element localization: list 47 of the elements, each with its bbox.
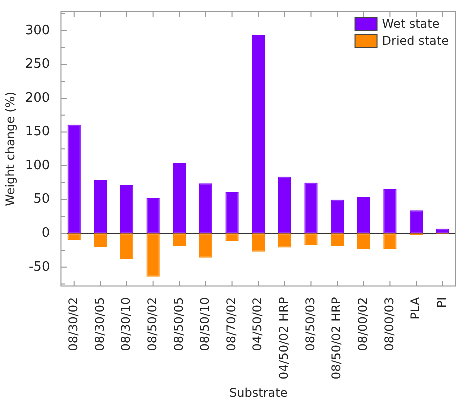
y-tick-label: 200: [25, 90, 50, 106]
bar: [436, 228, 450, 234]
bar: [120, 234, 134, 260]
x-tick-label: 08/50/02: [145, 297, 160, 352]
x-tick-label: PLA: [408, 296, 423, 320]
bar: [146, 198, 160, 234]
bar: [226, 192, 239, 234]
bar: [384, 189, 397, 234]
bar: [252, 34, 266, 234]
bar: [199, 234, 213, 258]
bar: [226, 234, 239, 242]
x-tick-label: 08/30/02: [66, 297, 80, 352]
y-tick-label: -50: [28, 260, 50, 275]
x-tick-label: 04/50/02 HRP: [277, 297, 292, 380]
x-tick-label: 08/50/03: [303, 297, 318, 352]
bar: [68, 234, 81, 240]
bar: [68, 124, 81, 234]
x-tick-label: 04/50/02: [250, 297, 265, 352]
bar: [357, 197, 370, 234]
x-tick-label: 08/50/10: [198, 297, 212, 352]
y-axis-title: Weight change (%): [3, 92, 18, 206]
x-tick-label: 08/50/02 HRP: [330, 297, 344, 380]
x-tick-label: 08/50/05: [172, 297, 186, 352]
x-axis-title: Substrate: [230, 386, 288, 400]
x-tick-label: 08/30/10: [119, 297, 134, 352]
bar: [173, 163, 186, 234]
bar: [94, 180, 108, 234]
y-tick-label: 50: [34, 192, 50, 208]
bar: [199, 184, 213, 234]
bar: [410, 210, 424, 234]
legend-label: Dried state: [382, 34, 450, 48]
bar: [304, 182, 318, 234]
bar: [120, 184, 134, 234]
y-tick-label: 0: [42, 226, 50, 241]
bar: [330, 200, 344, 234]
y-tick-label: 250: [25, 57, 50, 72]
x-tick-label: 08/70/02: [224, 297, 238, 352]
bar: [146, 234, 160, 277]
bar: [278, 176, 292, 234]
y-tick-label: 150: [25, 124, 50, 140]
x-tick-label: 08/30/05: [92, 297, 107, 352]
y-tick-label: 300: [25, 23, 50, 38]
x-tick-label: PI: [434, 297, 449, 308]
y-tick-label: 100: [25, 158, 50, 174]
legend-label: Wet state: [382, 17, 440, 32]
x-tick-label: 08/00/02: [356, 297, 370, 352]
x-tick-label: 08/00/03: [382, 297, 396, 352]
